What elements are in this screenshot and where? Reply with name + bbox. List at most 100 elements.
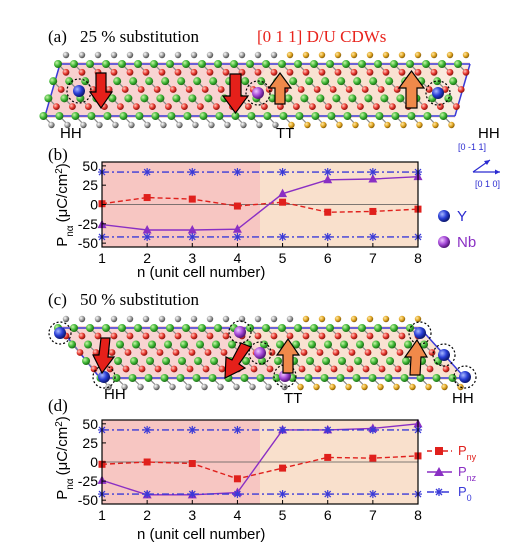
green-atom bbox=[388, 340, 397, 349]
xtick-b: 6 bbox=[324, 250, 332, 266]
gray-atom bbox=[222, 51, 230, 59]
green-atom bbox=[114, 357, 123, 365]
red-atom bbox=[190, 68, 198, 76]
red-atom bbox=[345, 86, 353, 93]
green-atom bbox=[356, 340, 365, 349]
green-atom bbox=[406, 60, 414, 68]
polar-arrow-a2 bbox=[221, 73, 250, 115]
point-p0-b-3 bbox=[188, 168, 197, 177]
gold-atom bbox=[409, 383, 416, 391]
red-atom bbox=[382, 68, 390, 76]
green-atom bbox=[420, 340, 429, 349]
green-atom bbox=[348, 94, 357, 103]
gray-atom bbox=[265, 383, 272, 391]
green-atom bbox=[164, 340, 173, 349]
red-atom bbox=[188, 349, 196, 356]
green-atom bbox=[178, 357, 187, 365]
point-p0neg-d-4 bbox=[233, 490, 242, 499]
green-atom bbox=[204, 94, 213, 103]
red-atom bbox=[286, 68, 294, 76]
green-atom bbox=[354, 357, 363, 365]
green-atom bbox=[140, 94, 149, 103]
gray-atom bbox=[238, 315, 246, 323]
green-atom bbox=[294, 60, 302, 68]
green-atom bbox=[316, 94, 325, 103]
green-atom bbox=[231, 112, 240, 120]
red-atom bbox=[430, 68, 438, 76]
green-atom bbox=[400, 374, 409, 382]
xtick-b: 2 bbox=[143, 250, 151, 266]
red-atom bbox=[244, 103, 252, 111]
red-atom bbox=[92, 349, 100, 356]
red-atom bbox=[364, 349, 372, 356]
point-pnz-b-4 bbox=[232, 224, 242, 233]
polar-arrow-c3 bbox=[275, 337, 301, 374]
polar-arrow-c1 bbox=[92, 337, 116, 375]
y-atom-c-3 bbox=[414, 327, 426, 339]
gray-atom bbox=[48, 121, 55, 129]
red-atom bbox=[222, 332, 230, 340]
point-pny-d-5 bbox=[279, 464, 287, 472]
gold-atom bbox=[350, 51, 358, 59]
red-atom bbox=[142, 68, 150, 76]
red-atom bbox=[180, 103, 188, 111]
green-atom bbox=[326, 324, 334, 332]
legend-nb-dot bbox=[438, 236, 450, 248]
red-atom bbox=[84, 103, 92, 111]
red-atom bbox=[324, 103, 332, 111]
red-atom bbox=[356, 103, 364, 111]
point-pny-d-6 bbox=[324, 453, 332, 461]
green-atom bbox=[113, 77, 122, 86]
red-atom bbox=[250, 365, 258, 373]
green-atom bbox=[368, 374, 377, 382]
xtick-b: 4 bbox=[234, 250, 242, 266]
point-pny-d-2 bbox=[143, 458, 151, 466]
red-atom bbox=[313, 86, 321, 93]
red-atom bbox=[372, 103, 380, 111]
green-atom bbox=[81, 77, 90, 86]
green-atom bbox=[68, 340, 77, 349]
green-atom bbox=[274, 357, 283, 365]
gray-atom bbox=[190, 315, 198, 323]
green-atom bbox=[198, 60, 206, 68]
gray-atom bbox=[233, 383, 240, 391]
red-atom bbox=[350, 68, 358, 76]
gray-atom bbox=[256, 121, 263, 129]
red-atom bbox=[366, 332, 374, 340]
ytick-d: 25 bbox=[82, 435, 98, 451]
green-atom bbox=[215, 112, 224, 120]
green-atom bbox=[311, 112, 320, 120]
gray-atom bbox=[286, 315, 294, 323]
red-atom bbox=[316, 349, 324, 356]
red-atom bbox=[314, 365, 322, 373]
legend-pnz-label: Pnz bbox=[458, 464, 477, 483]
red-atom bbox=[105, 86, 113, 93]
point-pny-d-3 bbox=[188, 460, 196, 468]
gold-atom bbox=[368, 121, 375, 129]
green-atom bbox=[118, 60, 126, 68]
green-atom bbox=[108, 94, 117, 103]
panel-c-title: 50 % substitution bbox=[80, 290, 200, 309]
red-atom bbox=[206, 68, 214, 76]
red-atom bbox=[126, 68, 134, 76]
red-atom bbox=[292, 103, 300, 111]
gold-atom bbox=[318, 315, 326, 323]
red-atom bbox=[142, 332, 150, 340]
green-atom bbox=[337, 77, 346, 86]
nb-atom-c-1 bbox=[234, 326, 246, 338]
green-atom bbox=[390, 324, 398, 332]
green-atom bbox=[86, 60, 94, 68]
gray-atom bbox=[153, 383, 160, 391]
polar-arrow-c2 bbox=[224, 342, 252, 379]
red-atom bbox=[158, 68, 166, 76]
point-p0-d-5 bbox=[278, 425, 287, 434]
gray-atom bbox=[137, 383, 144, 391]
green-atom bbox=[134, 324, 142, 332]
green-atom bbox=[118, 324, 126, 332]
red-atom bbox=[329, 86, 337, 93]
green-atom bbox=[438, 60, 446, 68]
green-atom bbox=[212, 340, 221, 349]
red-atom bbox=[140, 349, 148, 356]
red-atom bbox=[190, 332, 198, 340]
point-p0neg-d-7 bbox=[368, 490, 377, 499]
